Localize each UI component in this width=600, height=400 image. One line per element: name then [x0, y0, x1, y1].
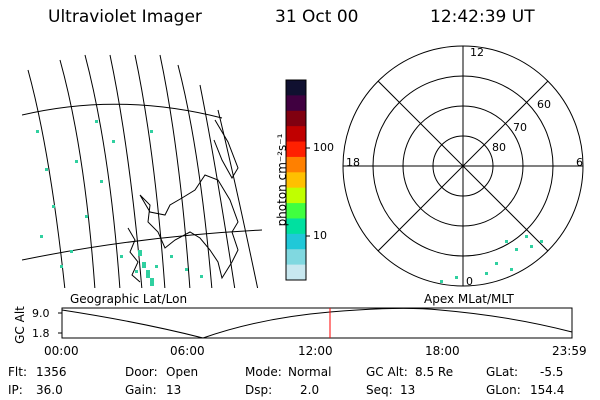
gc-alt-value: 8.5 Re — [415, 365, 454, 379]
ip-key: IP: — [8, 383, 23, 397]
geo-map-label: Geographic Lat/Lon — [70, 292, 188, 306]
polar-label-0: 0 — [466, 275, 473, 288]
gain-value: 13 — [166, 383, 182, 397]
colorbar-band — [286, 249, 306, 266]
colorbar-band — [286, 233, 306, 250]
time-tick-2359: 23:59 — [552, 344, 587, 358]
polar-label-18: 18 — [346, 156, 360, 169]
mode-key: Mode: — [245, 365, 282, 379]
time-readout: 12:42:39 UT — [430, 7, 535, 27]
time-tick-0600: 06:00 — [170, 344, 205, 358]
colorbar-band — [286, 95, 306, 112]
colorbar-band — [286, 126, 306, 143]
colorbar-tick-10: 10 — [313, 229, 327, 242]
colorbar-band — [286, 156, 306, 173]
time-tick-1200: 12:00 — [298, 344, 333, 358]
gain-key: Gain: — [125, 383, 157, 397]
glon-value: 154.4 — [530, 383, 565, 397]
gc-alt-key: GC Alt: — [366, 365, 408, 379]
colorbar-band — [286, 172, 306, 189]
altitude-tick-1-8: 1.8 — [32, 327, 50, 340]
colorbar-band — [286, 187, 306, 204]
colorbar-band — [286, 218, 306, 235]
polar-label-6: 6 — [576, 156, 583, 169]
app-title: Ultraviolet Imager — [48, 7, 202, 27]
polar-label-12: 12 — [470, 46, 484, 59]
ip-value: 36.0 — [36, 383, 63, 397]
altitude-axis-label: GC Alt — [13, 306, 27, 344]
date-readout: 31 Oct 00 — [275, 7, 359, 27]
polar-plot-label: Apex MLat/MLT — [424, 292, 514, 306]
time-tick-0000: 00:00 — [44, 344, 79, 358]
mode-value: Normal — [288, 365, 332, 379]
dsp-value: 2.0 — [300, 383, 320, 397]
dsp-key: Dsp: — [245, 383, 273, 397]
glat-value: -5.5 — [540, 365, 564, 379]
polar-lat-70: 70 — [513, 121, 527, 134]
glat-key: GLat: — [486, 365, 519, 379]
door-value: Open — [166, 365, 199, 379]
polar-lat-60: 60 — [537, 98, 551, 111]
geo-aurora-pixels — [36, 120, 203, 286]
time-tick-1800: 18:00 — [425, 344, 460, 358]
altitude-tick-9: 9.0 — [32, 307, 50, 320]
colorbar-band — [286, 264, 306, 281]
glon-key: GLon: — [486, 383, 521, 397]
polar-lat-80: 80 — [492, 141, 506, 154]
flt-value: 1356 — [36, 365, 67, 379]
door-key: Door: — [125, 365, 158, 379]
colorbar-band — [286, 203, 306, 219]
seq-key: Seq: — [366, 383, 393, 397]
colorbar-band — [286, 80, 306, 96]
flt-key: Flt: — [8, 365, 27, 379]
altitude-curve — [61, 307, 573, 339]
polar-aurora-pixels — [440, 235, 543, 283]
colorbar-tick-100: 100 — [313, 141, 334, 154]
seq-value: 13 — [400, 383, 416, 397]
colorbar-band — [286, 141, 306, 158]
colorbar-band — [286, 110, 306, 127]
